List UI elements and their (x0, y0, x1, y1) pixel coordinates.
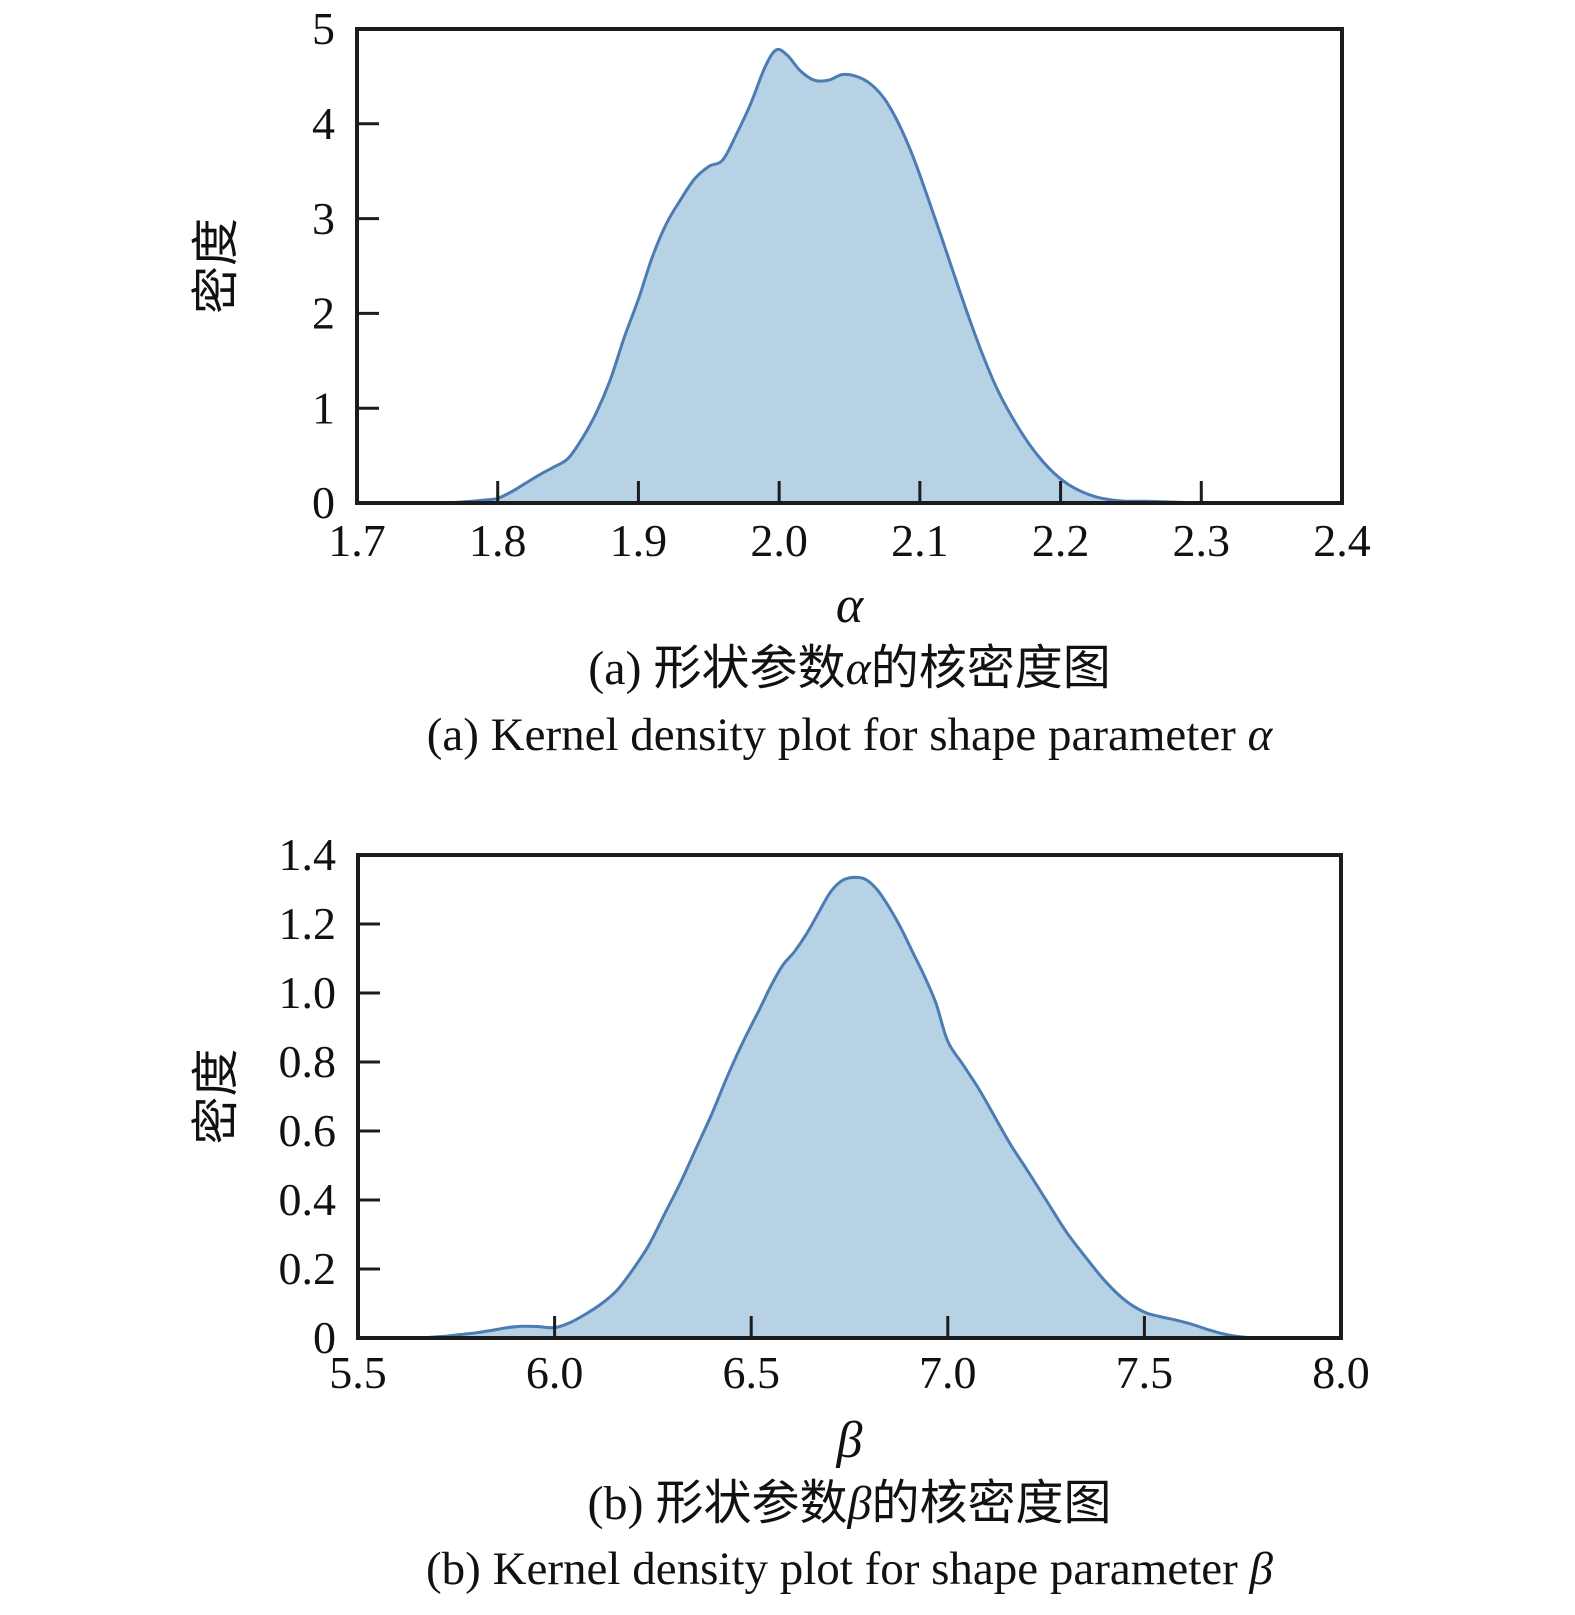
y-tick-label: 0.4 (279, 1174, 337, 1225)
x-tick-label: 1.8 (469, 515, 527, 566)
x-tick-label: 2.1 (891, 515, 949, 566)
y-tick-label: 0.2 (279, 1243, 337, 1294)
y-axis-title: 密度 (190, 218, 243, 314)
x-tick-label: 1.7 (328, 515, 386, 566)
y-tick-label: 0.8 (279, 1036, 337, 1087)
caption-en-a-symbol: α (1247, 709, 1273, 761)
caption-zh-panel-a: (a) 形状参数α的核密度图 (124, 640, 1575, 698)
y-tick-label: 1.0 (279, 967, 337, 1018)
x-axis-title: α (836, 577, 865, 634)
plot-box (355, 27, 1344, 505)
caption-zh-panel-b: (b) 形状参数β的核密度图 (124, 1475, 1575, 1533)
kde-chart-alpha: 1.7 1.8 1.9 2.0 2.1 2.2 2.3 2.4 0 1 2 3 4 5 α 密度 (190, 3, 1371, 634)
y-axis-title: 密度 (190, 1048, 243, 1144)
caption-en-b-symbol: β (1249, 1543, 1273, 1595)
x-tick-label: 7.5 (1116, 1347, 1174, 1398)
caption-en-a-prefix: (a) Kernel density plot for shape parame… (426, 709, 1248, 761)
x-tick-label: 5.5 (329, 1347, 387, 1398)
y-tick-label: 5 (312, 3, 335, 54)
x-tick-label: 2.3 (1173, 515, 1231, 566)
x-tick-label: 1.9 (610, 515, 668, 566)
caption-zh-b-prefix: (b) 形状参数 (587, 1477, 848, 1530)
caption-zh-a-symbol: α (845, 642, 871, 695)
y-tick-label: 3 (312, 193, 335, 244)
x-axis-title: β (836, 1412, 863, 1469)
y-tick-label: 0.6 (279, 1105, 337, 1156)
x-tick-label: 6.5 (722, 1347, 780, 1398)
y-tick-label: 1.4 (279, 829, 337, 880)
x-tick-label: 8.0 (1312, 1347, 1370, 1398)
caption-zh-a-prefix: (a) 形状参数 (588, 642, 846, 695)
x-tick-label: 2.4 (1313, 515, 1371, 566)
y-tick-label: 1.2 (279, 898, 337, 949)
kde-density-curve (419, 875, 1256, 1340)
x-tick-label: 6.0 (526, 1347, 584, 1398)
caption-en-panel-b: (b) Kernel density plot for shape parame… (124, 1540, 1575, 1598)
y-tick-label: 4 (312, 98, 335, 149)
y-tick-label: 0 (312, 477, 335, 528)
kde-density-curve (439, 47, 1217, 505)
x-tick-label: 7.0 (919, 1347, 977, 1398)
y-tick-label: 2 (312, 288, 335, 339)
x-tick-label: 2.0 (750, 515, 808, 566)
y-tick-label: 1 (312, 382, 335, 433)
caption-en-b-prefix: (b) Kernel density plot for shape parame… (426, 1543, 1250, 1595)
kde-area-fill (441, 49, 1216, 503)
kde-area-fill (420, 877, 1255, 1338)
x-tick-label: 2.2 (1032, 515, 1090, 566)
y-tick-label: 0 (313, 1312, 336, 1363)
kde-chart-beta: 5.5 6.0 6.5 7.0 7.5 8.0 0 0.2 0.4 0.6 0.8 1.0 1.2 1.4… (190, 829, 1370, 1469)
caption-en-panel-a: (a) Kernel density plot for shape parame… (124, 706, 1575, 764)
plot-box (356, 853, 1343, 1340)
caption-zh-b-symbol: β (847, 1477, 872, 1530)
caption-zh-b-suffix: 的核密度图 (871, 1477, 1112, 1530)
caption-zh-a-suffix: 的核密度图 (870, 642, 1111, 695)
